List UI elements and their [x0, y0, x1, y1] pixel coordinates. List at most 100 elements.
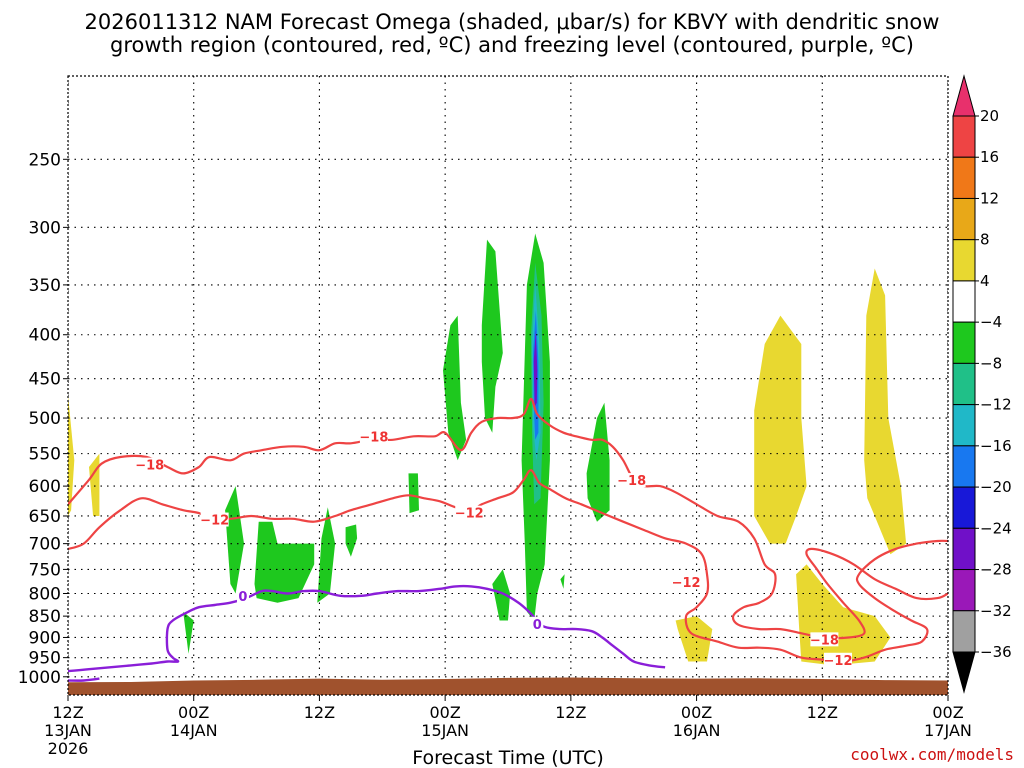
- colorbar-label-9: −20: [980, 478, 1012, 496]
- contour-label-8: −12: [824, 654, 853, 669]
- colorbar-label-11: −28: [980, 561, 1012, 579]
- x-tick-label-4-0: 12Z: [555, 703, 586, 722]
- y-tick-label-950: 950: [29, 649, 61, 669]
- contour-label-bg-7: [672, 575, 701, 590]
- chart-title: 2026011312 NAM Forecast Omega (shaded, μ…: [85, 10, 940, 57]
- x-tick-label-3-1: 15JAN: [421, 721, 469, 740]
- y-tick-label-300: 300: [29, 218, 61, 238]
- terrain-fill: [68, 677, 948, 695]
- omega-area-4: [317, 507, 336, 603]
- colorbar-label-6: −8: [980, 354, 1002, 372]
- freezing-level-contour-4: [68, 677, 100, 682]
- y-tick-label-400: 400: [29, 326, 61, 346]
- x-tick-label-5-0: 00Z: [681, 703, 712, 722]
- x-tick-label-0-1: 13JAN: [44, 721, 92, 740]
- omega-area-7: [443, 315, 467, 461]
- contour-label-bg-3: [617, 473, 646, 488]
- y-tick-label-800: 800: [29, 584, 61, 604]
- y-tick-label-550: 550: [29, 445, 61, 465]
- contour-label-bg-6: [455, 505, 484, 520]
- x-tick-label-2-0: 12Z: [304, 703, 335, 722]
- plot-frame: [67, 75, 949, 696]
- omega-area-5: [345, 524, 358, 557]
- contour-label-6: −12: [455, 507, 484, 522]
- contour-label-2: −18: [359, 431, 388, 446]
- colorbar-label-4: 4: [980, 272, 990, 290]
- contour-label-4: −18: [810, 633, 839, 648]
- omega-area-1: [183, 611, 194, 654]
- colorbar-box-1: [952, 115, 976, 158]
- colorbar-label-8: −16: [980, 437, 1012, 455]
- colorbar-box-2: [952, 156, 976, 199]
- omega-area-19: [675, 616, 713, 662]
- x-tick-label-1-0: 00Z: [178, 703, 209, 722]
- colorbar-box-5: [952, 280, 976, 323]
- colorbar-box-4: [952, 239, 976, 282]
- x-tick-label-7-0: 00Z: [932, 703, 963, 722]
- x-tick-label-6-0: 12Z: [807, 703, 838, 722]
- contour-label-7: −12: [672, 576, 701, 591]
- colorbar: 20 16 12 8 4 −4 −8 −12 −16 −20 −24 −28 −32 −36: [952, 74, 1012, 694]
- y-tick-label-750: 750: [29, 560, 61, 580]
- colorbar-box-11: [952, 527, 976, 571]
- y-tick-label-600: 600: [29, 477, 61, 497]
- y-tick-label-650: 650: [29, 507, 61, 527]
- colorbar-top-triangle: [952, 74, 976, 117]
- colorbar-box-6: [952, 321, 976, 364]
- contour-label-1: −18: [135, 459, 164, 474]
- contour-labels: −18 −18 −18 −18 −12 −12 −12 −12 0 0: [135, 429, 853, 669]
- omega-area-20: [754, 315, 807, 544]
- title-line-2: growth region (contoured, red, ºC) and f…: [110, 33, 914, 57]
- colorbar-box-7: [952, 362, 976, 406]
- y-tick-label-700: 700: [29, 535, 61, 555]
- colorbar-box-3: [952, 197, 976, 241]
- contour-label-3: −18: [617, 474, 646, 489]
- freezing-level-contour-3: [68, 584, 666, 673]
- contour-label-bg-9: [236, 589, 249, 604]
- omega-area-3: [254, 521, 315, 603]
- x-tick-label-3-0: 00Z: [429, 703, 460, 722]
- omega-area-17: [68, 394, 75, 516]
- dendritic-contour-2: [68, 469, 948, 663]
- y-tick-label-850: 850: [29, 607, 61, 627]
- dendritic-contour-1: [68, 397, 948, 640]
- colorbar-label-3: 8: [980, 231, 990, 249]
- omega-area-9: [492, 569, 511, 621]
- contour-label-10: 0: [533, 618, 542, 633]
- terrain: [68, 677, 948, 695]
- x-tick-label-1-1: 14JAN: [170, 721, 218, 740]
- colorbar-label-1: 16: [980, 148, 999, 166]
- contours: [68, 397, 948, 682]
- x-tick-label-0-2: 2026: [48, 739, 89, 758]
- contour-label-bg-4: [810, 632, 839, 647]
- omega-area-6: [408, 473, 419, 514]
- colorbar-box-10: [952, 486, 976, 529]
- contour-label-bg-5: [200, 512, 229, 527]
- omega-area-8: [481, 239, 503, 433]
- omega-area-22: [864, 268, 907, 555]
- colorbar-label-2: 12: [980, 189, 999, 207]
- y-tick-label-1000: 1000: [18, 668, 61, 688]
- contour-label-9: 0: [238, 590, 247, 605]
- contour-label-bg-10: [531, 616, 544, 631]
- colorbar-box-13: [952, 610, 976, 653]
- colorbar-label-13: −36: [980, 643, 1012, 661]
- colorbar-label-7: −12: [980, 396, 1012, 414]
- y-tick-label-900: 900: [29, 628, 61, 648]
- colorbar-box-12: [952, 569, 976, 612]
- plot-area: −18 −18 −18 −18 −12 −12 −12 −12 0 0: [68, 76, 948, 695]
- x-tick-label-0-0: 12Z: [52, 703, 83, 722]
- x-tick-label-5-1: 16JAN: [673, 721, 721, 740]
- y-tick-label-250: 250: [29, 150, 61, 170]
- x-axis-title: Forecast Time (UTC): [412, 747, 603, 768]
- colorbar-box-9: [952, 445, 976, 488]
- y-tick-label-500: 500: [29, 409, 61, 429]
- colorbar-label-5: −4: [980, 313, 1002, 331]
- contour-label-bg-1: [135, 457, 164, 472]
- omega-area-16: [533, 330, 538, 407]
- y-tick-label-450: 450: [29, 370, 61, 390]
- colorbar-box-8: [952, 404, 976, 447]
- contour-label-5: −12: [200, 514, 229, 529]
